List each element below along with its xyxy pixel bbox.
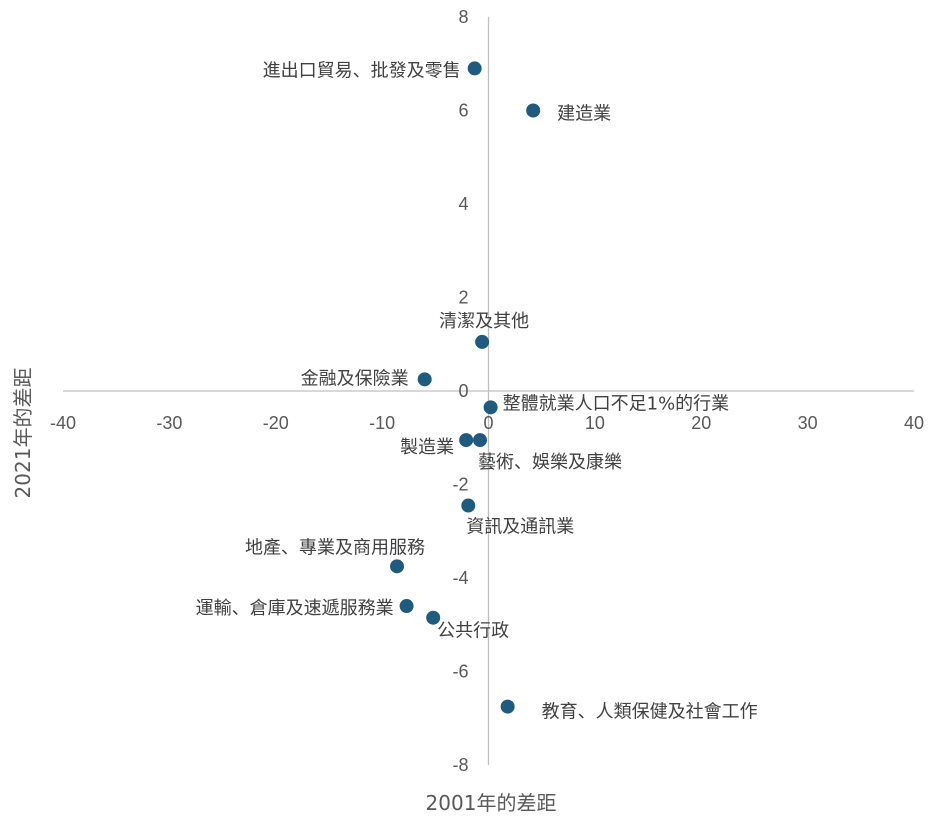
data-label: 公共行政 [437, 621, 509, 642]
point-labels: 進出口貿易、批發及零售建造業清潔及其他金融及保險業整體就業人口不足1%的行業製造… [196, 60, 758, 722]
y-axis-title: 2021年的差距 [11, 368, 35, 499]
x-tick-label: -30 [156, 413, 182, 433]
y-tick-label: 2 [458, 288, 468, 308]
x-tick-label: 20 [691, 413, 711, 433]
y-tick-label: -8 [452, 755, 468, 775]
data-point [390, 559, 405, 574]
y-tick-label: 0 [458, 381, 468, 401]
x-tick-label: 30 [798, 413, 818, 433]
data-label: 建造業 [557, 104, 611, 125]
data-point [467, 61, 482, 76]
data-point [417, 372, 432, 387]
data-label: 整體就業人口不足1%的行業 [503, 393, 730, 414]
data-label: 進出口貿易、批發及零售 [263, 60, 461, 81]
y-tick-label: 6 [458, 101, 468, 121]
y-tick-label: -6 [452, 662, 468, 682]
data-point [500, 699, 515, 714]
y-tick-label: 4 [458, 194, 468, 214]
x-tick-label: -20 [263, 413, 289, 433]
data-label: 清潔及其他 [439, 311, 529, 332]
data-point [475, 334, 490, 349]
x-axis-title: 2001年的差距 [426, 791, 557, 815]
y-tick-label: -2 [452, 475, 468, 495]
data-point [399, 599, 414, 614]
x-tick-labels: -40 -30 -20 -10 0 10 20 30 40 [50, 413, 924, 433]
y-tick-label: 8 [458, 7, 468, 27]
data-label: 教育、人類保健及社會工作 [542, 702, 758, 723]
data-label: 地產、專業及商用服務 [245, 537, 425, 558]
x-tick-label: -10 [369, 413, 395, 433]
data-point [461, 498, 476, 513]
y-tick-label: -4 [452, 568, 468, 588]
data-point [459, 433, 474, 448]
data-point [472, 433, 487, 448]
data-points [390, 61, 541, 714]
data-point [483, 400, 498, 415]
x-tick-label: 10 [585, 413, 605, 433]
y-tick-labels: 8 6 4 2 0 -2 -4 -6 -8 [452, 7, 468, 775]
data-label: 運輸、倉庫及速遞服務業 [196, 598, 394, 619]
data-label: 藝術、娛樂及康樂 [478, 452, 622, 473]
data-label: 資訊及通訊業 [466, 517, 574, 538]
data-label: 製造業 [400, 437, 454, 458]
x-tick-label: 40 [904, 413, 924, 433]
x-tick-label: 0 [483, 413, 493, 433]
x-tick-label: -40 [50, 413, 76, 433]
axes [63, 17, 914, 765]
data-label: 金融及保險業 [301, 368, 409, 389]
data-point [526, 103, 541, 118]
data-point [426, 610, 441, 625]
